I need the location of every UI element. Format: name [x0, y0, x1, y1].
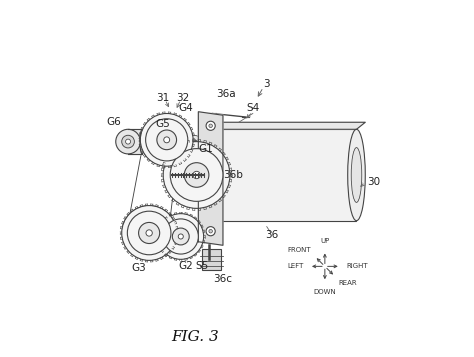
Text: FIG. 3: FIG. 3 [171, 330, 219, 344]
Circle shape [163, 142, 230, 208]
Text: G1: G1 [198, 144, 213, 154]
Text: FRONT: FRONT [287, 247, 311, 252]
Text: G4: G4 [179, 103, 193, 113]
Text: REAR: REAR [338, 280, 357, 286]
Text: G2: G2 [179, 261, 193, 271]
Text: 36a: 36a [217, 89, 236, 99]
Circle shape [122, 135, 134, 148]
Circle shape [146, 119, 188, 161]
Text: S4: S4 [246, 103, 259, 113]
Text: 30: 30 [367, 177, 380, 187]
Circle shape [209, 124, 212, 127]
Text: 36b: 36b [224, 170, 244, 180]
Circle shape [164, 137, 170, 143]
Circle shape [122, 206, 176, 260]
Text: G5: G5 [156, 119, 171, 129]
Text: DOWN: DOWN [313, 289, 336, 295]
Ellipse shape [348, 129, 365, 221]
Circle shape [163, 219, 198, 254]
Text: 36c: 36c [213, 274, 232, 284]
Polygon shape [128, 129, 142, 154]
Circle shape [140, 114, 193, 166]
Circle shape [209, 230, 212, 233]
Text: S5: S5 [195, 261, 209, 271]
Circle shape [138, 222, 160, 243]
Text: RIGHT: RIGHT [346, 263, 367, 270]
Circle shape [173, 228, 189, 245]
Text: 32: 32 [176, 93, 189, 103]
Circle shape [206, 227, 215, 236]
Text: 31: 31 [156, 93, 170, 103]
Circle shape [116, 129, 140, 154]
Circle shape [206, 121, 215, 130]
Text: 3: 3 [264, 79, 270, 89]
Circle shape [128, 211, 171, 255]
Text: G6: G6 [107, 117, 121, 127]
Text: UP: UP [320, 237, 329, 243]
Circle shape [158, 213, 204, 259]
Ellipse shape [143, 134, 201, 142]
Ellipse shape [140, 129, 144, 154]
Text: 36: 36 [265, 230, 279, 240]
Circle shape [178, 234, 183, 239]
FancyBboxPatch shape [202, 249, 221, 270]
Ellipse shape [351, 147, 362, 202]
FancyBboxPatch shape [202, 129, 356, 221]
Circle shape [193, 171, 201, 178]
Polygon shape [198, 112, 223, 245]
Circle shape [170, 149, 223, 201]
Circle shape [184, 163, 209, 187]
Circle shape [126, 139, 130, 144]
Polygon shape [202, 122, 365, 129]
Circle shape [157, 130, 176, 150]
Circle shape [146, 230, 152, 236]
Text: LEFT: LEFT [287, 263, 304, 270]
Text: G3: G3 [131, 263, 146, 273]
